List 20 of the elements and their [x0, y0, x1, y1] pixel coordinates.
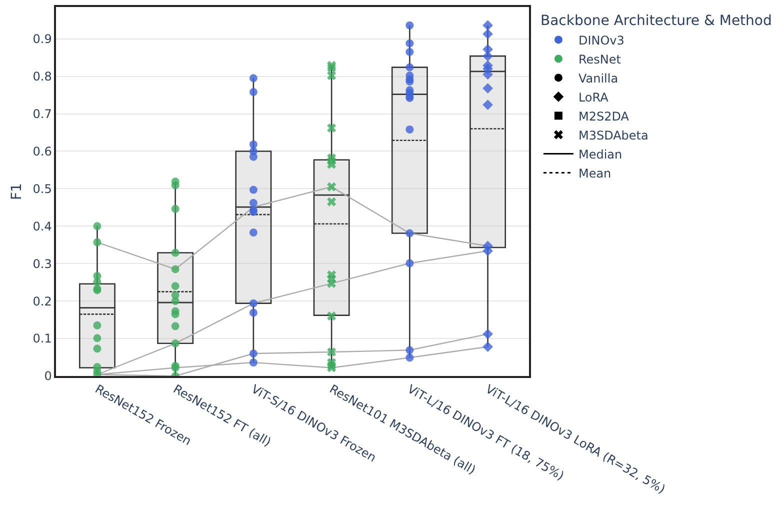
legend-title: Backbone Architecture & Method [540, 13, 772, 30]
legend-label: DINOv3 [578, 33, 624, 48]
y-tick-label: 0.6 [32, 144, 52, 158]
y-tick-label: 0.8 [32, 70, 52, 84]
y-tick-label: 0.3 [32, 256, 52, 271]
y-tick-label: 0.1 [32, 332, 52, 346]
legend-label: ResNet [578, 52, 622, 66]
y-tick-label: 0.7 [32, 106, 52, 121]
legend-label: M3SDAbeta [578, 128, 648, 142]
y-tick-label: 0.9 [32, 32, 52, 46]
y-tick-label: 0.5 [32, 182, 52, 196]
legend-label: M2S2DA [578, 109, 630, 124]
legend-label: LoRA [578, 90, 610, 104]
y-tick-label: 0 [44, 369, 52, 384]
legend-label: Mean [578, 166, 612, 180]
legend-label: Vanilla [578, 71, 618, 86]
legend-label: Median [578, 147, 622, 162]
y-axis-title: F1 [8, 183, 25, 200]
y-tick-label: 0.2 [32, 294, 52, 308]
y-tick-label: 0.4 [32, 219, 52, 234]
